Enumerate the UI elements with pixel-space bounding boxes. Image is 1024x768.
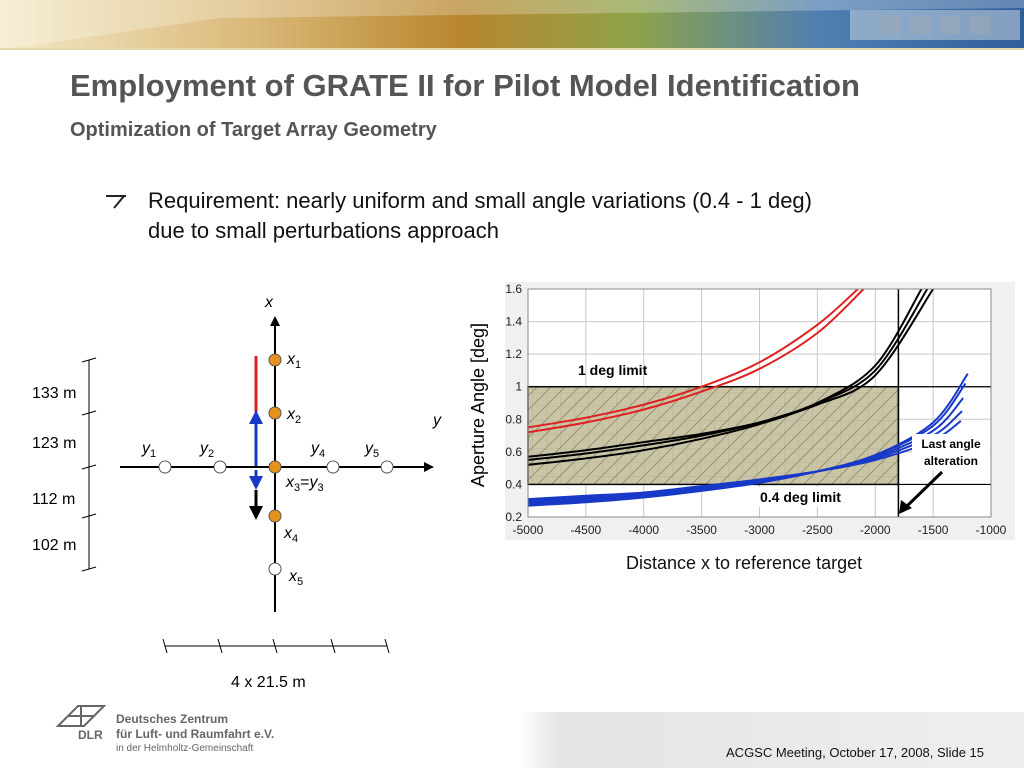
bottom-spacing-label: 4 x 21.5 m [231,674,306,691]
lower-limit-label: 0.4 deg limit [760,489,841,505]
dlr-logo-line-1: Deutsches Zentrum [116,712,229,726]
point-y5 [380,460,394,474]
label-y5: y5 [364,440,379,460]
x-tick-label: -3000 [744,523,775,537]
point-x2 [268,406,282,420]
series-blue-5 [528,373,969,507]
arrow-bullet-icon [106,195,126,209]
x-axis-label: x [264,294,274,311]
label-y4: y4 [310,440,325,460]
spacing-123: 123 m [32,435,76,452]
dlr-logo: DLR Deutsches Zentrum für Luft- und Raum… [52,698,292,760]
x-tick-label: -2000 [860,523,891,537]
y-axis-title: Aperture Angle [deg] [468,323,488,487]
label-x5: x5 [288,568,303,588]
banner-image [0,0,1024,50]
slide-subtitle: Optimization of Target Array Geometry [70,119,437,141]
last-change-label-bg [912,434,990,470]
blue-arrowhead-up [249,410,263,424]
y-axis-label: y [432,412,442,429]
bullet-text: Requirement: nearly uniform and small an… [148,186,948,246]
slide-title: Employment of GRATE II for Pilot Model I… [70,68,860,103]
bullet-line-2: due to small perturbations approach [148,218,499,243]
label-y1: y1 [141,440,156,460]
dimension-ticks-bottom [162,638,390,654]
label-x1: x1 [286,351,301,371]
y-tick-label: 0.4 [505,477,522,491]
y-tick-label: 1.2 [505,347,522,361]
y-tick-label: 0.2 [505,510,522,524]
series-black-4 [528,289,934,458]
y-tick-label: 0.8 [505,412,522,426]
dlr-logo-line-3: in der Helmholtz-Gemeinschaft [116,743,254,754]
blue-arrowhead-down [249,476,263,490]
label-x4: x4 [283,525,298,545]
label-x3-y3: x3=y3 [285,474,324,494]
dlr-logo-abbr: DLR [78,728,103,742]
header-banner [0,0,1024,50]
y-tick-label: 1.6 [505,282,522,296]
dlr-logo-icon [55,705,107,727]
x-tick-label: -5000 [513,523,544,537]
y-tick-label: 0.6 [505,445,522,459]
black-arrowhead-down [249,506,263,520]
label-x2: x2 [286,406,301,426]
last-change-label-2: alteration [924,454,978,468]
series-red-0 [528,289,865,434]
x-tick-label: -3500 [686,523,717,537]
aperture-angle-chart: -5000 -4500 -4000 -3500 -3000 -2500 -2000 -1500… [468,282,1015,540]
chart-tick-labels: -5000 -4500 -4000 -3500 -3000 -2500 -2000 -1500… [505,282,1006,537]
series-red-1 [528,289,859,429]
footer-slide-info: ACGSC Meeting, October 17, 2008, Slide 1… [726,745,984,760]
upper-limit-label: 1 deg limit [578,362,648,378]
plot-border [527,288,992,518]
x-tick-label: -4500 [571,523,602,537]
point-y1 [158,460,172,474]
y-tick-label: 1.4 [505,315,522,329]
last-change-pointer-head [899,500,912,514]
last-change-pointer [903,470,944,510]
footer-band [300,712,1024,768]
target-array-diagram: x y x1 x2 x4 x5 y1 y2 y4 y5 x3=y3 133 m … [32,294,442,691]
spacing-112: 112 m [32,491,75,508]
point-x4 [268,509,282,523]
bullet-line-1: Requirement: nearly uniform and small an… [148,188,812,213]
last-change-label-1: Last angle [921,437,981,451]
label-y2: y2 [199,440,214,460]
x-tick-label: -2500 [802,523,833,537]
x-tick-label: -1500 [918,523,949,537]
spacing-102: 102 m [32,537,76,554]
series-black-2 [528,289,923,466]
lower-limit-label-bg [756,487,862,507]
x-tick-label: -4000 [628,523,659,537]
y-tick-label: 1 [515,380,522,394]
dlr-logo-line-2: für Luft- und Raumfahrt e.V. [116,727,275,741]
point-y2 [213,460,227,474]
point-x5 [268,562,282,576]
spacing-133: 133 m [32,385,76,402]
x-tick-label: -1000 [976,523,1007,537]
point-x3-y3 [268,460,282,474]
x-axis-title: Distance x to reference target [626,553,863,573]
point-x1 [268,353,282,367]
point-y4 [326,460,340,474]
dimension-ticks-left [81,357,97,572]
